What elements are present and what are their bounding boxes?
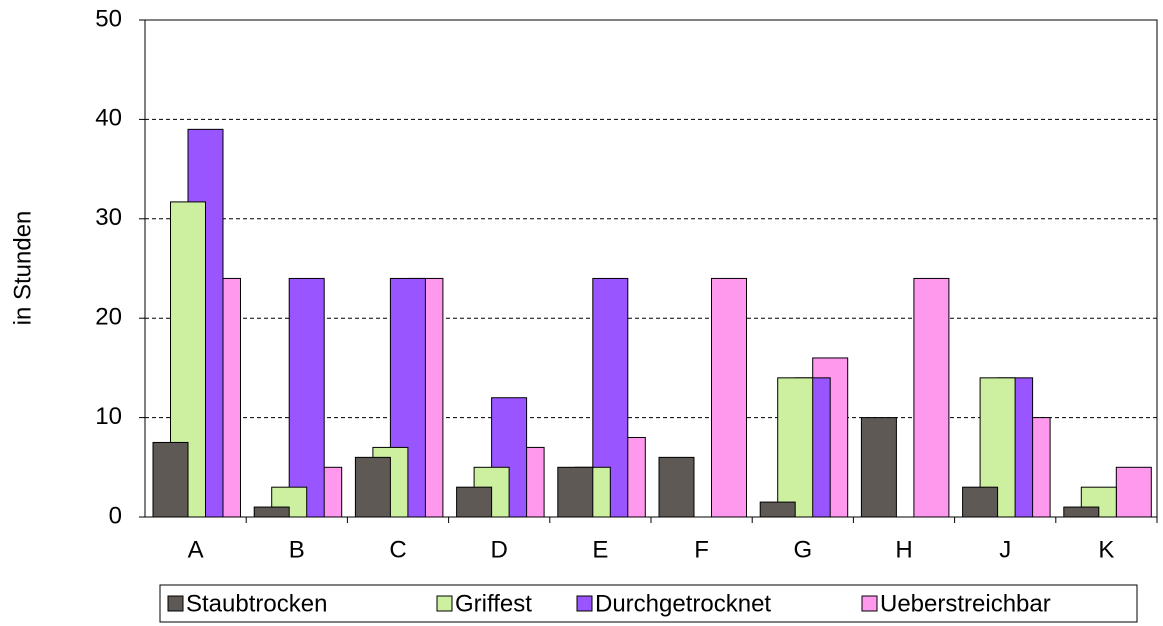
x-tick-label: H bbox=[895, 536, 912, 563]
bar bbox=[1063, 506, 1100, 518]
y-tick-label: 40 bbox=[95, 105, 122, 132]
legend-label: Durchgetrocknet bbox=[595, 590, 771, 617]
x-tick-label: E bbox=[592, 536, 608, 563]
bar bbox=[711, 277, 747, 518]
y-tick-label: 10 bbox=[95, 403, 122, 430]
bar bbox=[913, 277, 950, 518]
bar bbox=[1115, 466, 1152, 518]
x-tick-label: J bbox=[999, 536, 1011, 563]
legend-swatch bbox=[436, 595, 453, 612]
bar bbox=[354, 456, 391, 518]
x-tick-label: A bbox=[188, 536, 204, 563]
y-tick-label: 0 bbox=[109, 502, 122, 529]
bar bbox=[456, 486, 493, 518]
legend-label: Griffest bbox=[455, 590, 532, 617]
legend-label: Staubtrocken bbox=[186, 590, 327, 617]
legend-swatch bbox=[861, 595, 878, 612]
bar bbox=[860, 417, 897, 518]
x-tick-label: F bbox=[694, 536, 709, 563]
legend-swatch bbox=[167, 595, 184, 612]
y-tick-label: 20 bbox=[95, 304, 122, 331]
x-tick-label: G bbox=[793, 536, 812, 563]
bar bbox=[962, 486, 999, 518]
legend-box bbox=[159, 584, 1138, 623]
y-tick-label: 50 bbox=[95, 5, 122, 32]
plot-frame bbox=[144, 19, 1158, 518]
x-tick-label: K bbox=[1098, 536, 1114, 563]
bar bbox=[288, 277, 325, 518]
x-tick-label: B bbox=[289, 536, 305, 563]
bar bbox=[253, 506, 290, 518]
x-tick-label: D bbox=[491, 536, 508, 563]
bar bbox=[658, 456, 695, 518]
legend-label: Ueberstreichbar bbox=[880, 590, 1051, 617]
legend-swatch bbox=[576, 595, 593, 612]
bar bbox=[557, 466, 594, 518]
bar bbox=[777, 377, 814, 518]
y-axis-title: in Stunden bbox=[9, 211, 36, 326]
bar bbox=[152, 441, 189, 518]
bar bbox=[759, 501, 796, 518]
x-tick-label: C bbox=[389, 536, 406, 563]
y-tick-label: 30 bbox=[95, 204, 122, 231]
